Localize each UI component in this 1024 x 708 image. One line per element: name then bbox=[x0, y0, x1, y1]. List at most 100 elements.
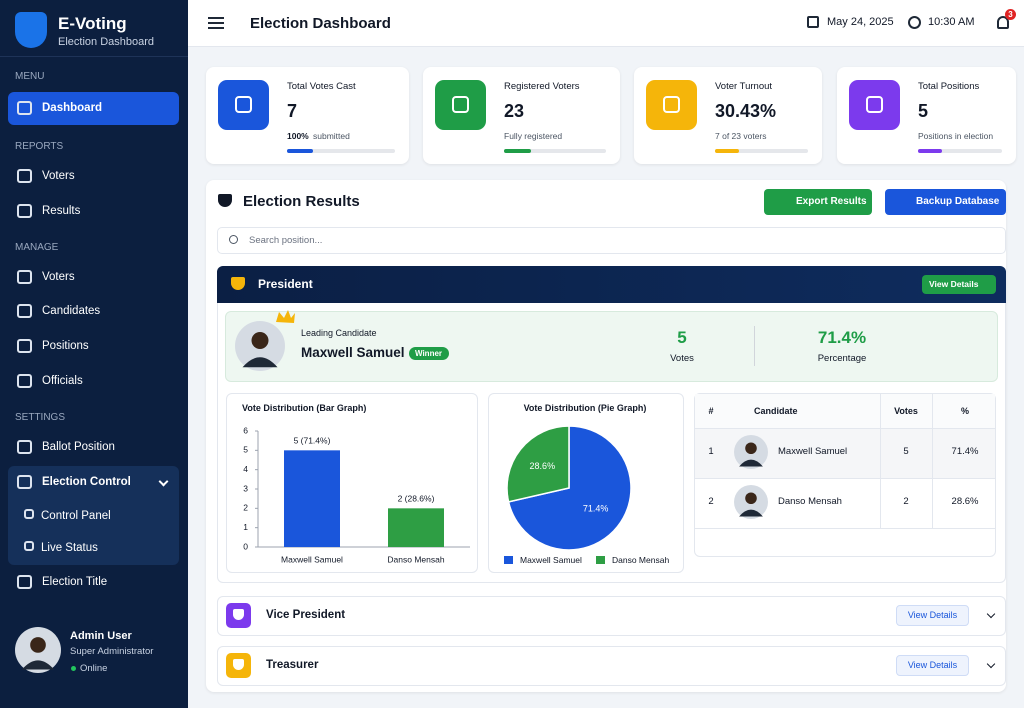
search-icon bbox=[229, 235, 238, 244]
table-cell: 2 bbox=[708, 496, 714, 508]
pie-card bbox=[488, 393, 684, 573]
export-label[interactable]: Export Results bbox=[796, 196, 867, 207]
divider bbox=[0, 56, 188, 57]
progress-fill bbox=[504, 149, 531, 153]
leading-percentage: 71.4% bbox=[817, 328, 867, 348]
section-label: REPORTS bbox=[15, 141, 64, 152]
table-header-row bbox=[695, 394, 995, 428]
winner-badge bbox=[409, 347, 449, 360]
nav-item[interactable]: Live Status bbox=[41, 541, 98, 554]
stat-value: 7 bbox=[287, 101, 298, 122]
badge-count: 3 bbox=[1008, 10, 1013, 20]
stat-label: Total Positions bbox=[918, 81, 980, 93]
table-cell: 71.4% bbox=[951, 446, 979, 458]
nav-icon bbox=[17, 374, 32, 388]
trophy-icon bbox=[231, 277, 245, 290]
view-label[interactable]: View Details bbox=[907, 660, 958, 671]
nav-icon bbox=[17, 204, 32, 218]
trophy-glyph bbox=[233, 659, 244, 670]
nav-item[interactable]: Positions bbox=[42, 339, 89, 352]
pie-title: Vote Distribution (Pie Graph) bbox=[523, 402, 647, 413]
nav-icon bbox=[24, 541, 34, 551]
menu-bar bbox=[208, 17, 224, 19]
progress-fill bbox=[918, 149, 942, 153]
section-label: MENU bbox=[15, 71, 45, 82]
table-cell: 5 bbox=[903, 446, 909, 458]
trophy-glyph bbox=[233, 609, 244, 620]
leading-votes: 5 bbox=[677, 328, 687, 348]
leading-box bbox=[225, 311, 998, 382]
position-title: Vice President bbox=[266, 609, 346, 622]
table-cell: 1 bbox=[708, 446, 714, 458]
date: May 24, 2025 bbox=[827, 16, 894, 29]
nav-active[interactable] bbox=[8, 92, 179, 125]
nav-item[interactable]: Ballot Position bbox=[42, 440, 115, 453]
progress-fill bbox=[287, 149, 313, 153]
nav-icon bbox=[17, 270, 32, 284]
progress-fill bbox=[715, 149, 739, 153]
leading-name: Maxwell Samuel bbox=[301, 344, 405, 360]
table-header: Votes bbox=[894, 405, 918, 416]
nav-item[interactable]: Candidates bbox=[42, 304, 101, 317]
nav-icon bbox=[17, 304, 32, 318]
view-label[interactable]: View Details bbox=[907, 610, 958, 621]
stat-value: 5 bbox=[918, 101, 929, 122]
export-button bbox=[764, 189, 872, 215]
status-dot bbox=[71, 666, 76, 671]
divider bbox=[754, 326, 755, 366]
header bbox=[188, 0, 1024, 47]
stat-label: Total Votes Cast bbox=[287, 81, 356, 93]
position-title: President bbox=[258, 276, 313, 291]
nav-item[interactable]: Officials bbox=[42, 374, 83, 387]
nav-item[interactable]: Results bbox=[42, 204, 81, 217]
backup-button bbox=[885, 189, 1006, 215]
nav-icon bbox=[17, 339, 32, 353]
table-card bbox=[694, 393, 996, 557]
row-line bbox=[695, 528, 995, 529]
nav-icon bbox=[17, 440, 32, 454]
stat-icon-glyph bbox=[866, 96, 883, 113]
position-row[interactable] bbox=[217, 646, 1006, 686]
user-name: Admin User bbox=[70, 630, 132, 643]
search-box bbox=[217, 227, 1006, 254]
clock-icon bbox=[908, 16, 921, 29]
header-title: Election Dashboard bbox=[250, 14, 391, 32]
trophy-icon bbox=[218, 194, 232, 207]
stat-icon bbox=[218, 80, 269, 130]
nav-item[interactable]: Election Title bbox=[42, 575, 108, 588]
results-title: Election Results bbox=[243, 192, 360, 210]
col-line bbox=[880, 394, 881, 528]
president-header bbox=[217, 266, 1006, 303]
menu-bar bbox=[208, 27, 224, 29]
progress-track bbox=[504, 149, 606, 153]
nav-item[interactable]: Election Control bbox=[42, 475, 131, 488]
nav-item[interactable]: Dashboard bbox=[42, 101, 103, 114]
nav-icon bbox=[17, 169, 32, 183]
position-row[interactable] bbox=[217, 596, 1006, 636]
bell[interactable] bbox=[997, 16, 1009, 29]
stat-value: 23 bbox=[504, 101, 525, 122]
table-header: % bbox=[960, 405, 970, 416]
user-role: Super Administrator bbox=[70, 646, 154, 658]
backup-label[interactable]: Backup Database bbox=[916, 196, 1000, 207]
table-header: Candidate bbox=[754, 405, 798, 416]
votes-label: Votes bbox=[670, 353, 694, 365]
menu-bar bbox=[208, 22, 224, 24]
nav-icon bbox=[17, 575, 32, 589]
table-cell: 28.6% bbox=[951, 496, 979, 508]
view-label[interactable]: View Details bbox=[929, 278, 979, 289]
badge bbox=[1005, 9, 1016, 20]
search-placeholder: Search position... bbox=[249, 235, 323, 247]
leading-label: Leading Candidate bbox=[301, 327, 377, 338]
calendar-icon bbox=[807, 16, 819, 28]
nav-item[interactable]: Voters bbox=[42, 169, 75, 182]
nav-icon bbox=[17, 101, 32, 115]
progress-track bbox=[715, 149, 808, 153]
nav-item[interactable]: Control Panel bbox=[41, 509, 111, 522]
brand: E-Voting bbox=[58, 14, 127, 34]
bar-title: Vote Distribution (Bar Graph) bbox=[242, 402, 367, 413]
nav-item[interactable]: Voters bbox=[42, 270, 75, 283]
stat-value: 30.43% bbox=[715, 101, 777, 122]
percentage-label: Percentage bbox=[817, 353, 867, 365]
